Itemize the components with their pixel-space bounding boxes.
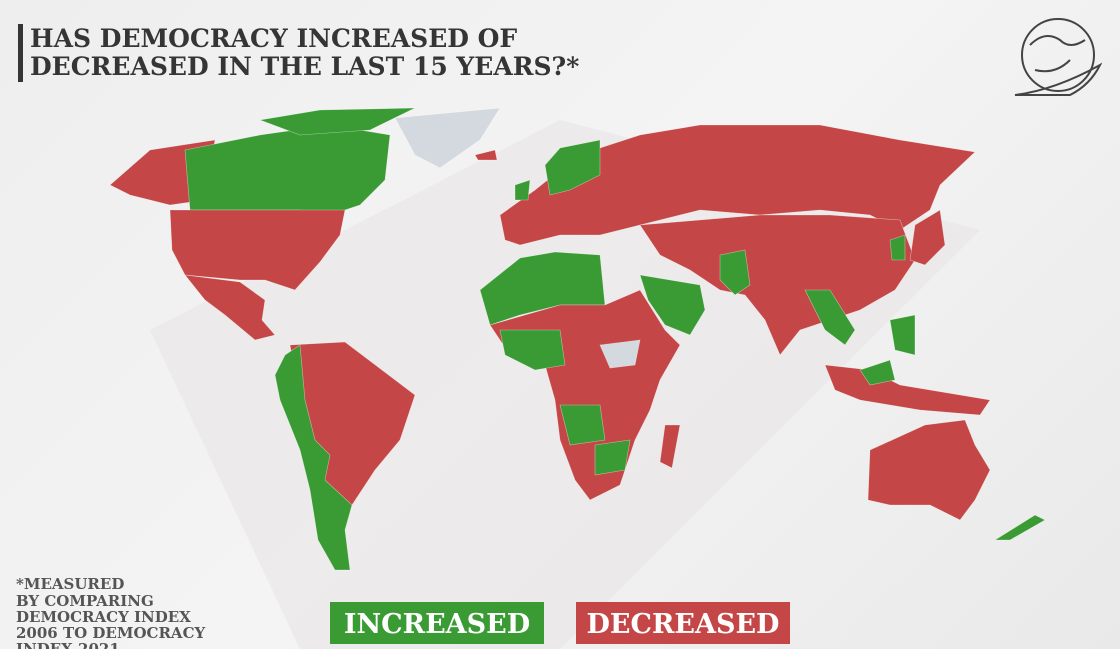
country [993,514,1046,541]
legend-swatch [330,602,544,644]
country [859,359,896,386]
country [184,274,276,341]
country [719,249,751,296]
legend-label: DECREASED [587,609,780,640]
country [559,404,606,446]
title-line: DECREASED IN THE LAST 15 YEARS?* [30,52,579,81]
country [599,339,641,369]
country [639,274,706,336]
logo-globe [1021,18,1095,92]
country [169,209,346,291]
footnote-line: INDEX 2021 [16,640,120,649]
country [639,214,916,356]
footnote-line: 2006 TO DEMOCRACY [16,624,206,642]
title-line: HAS DEMOCRACY INCREASED OF [30,24,517,53]
country [514,179,531,201]
legend: INCREASED DECREASED [330,602,790,644]
country [258,107,416,136]
country [474,149,498,161]
logo [1014,18,1103,96]
country [889,314,916,356]
country [499,329,566,371]
country [824,364,991,416]
footnote-line: BY COMPARING [16,592,154,610]
logo-base [1014,62,1103,96]
legend-label: INCREASED [344,609,530,640]
country [184,124,391,216]
country [544,139,601,196]
country [274,344,353,571]
legend-swatch [576,602,790,644]
logo-lines [1029,35,1086,73]
country [594,439,631,476]
country [659,424,681,469]
countries [109,107,1046,571]
footnote-line: DEMOCRACY INDEX [16,608,191,626]
country [889,234,906,261]
title-bar [18,24,23,82]
country [909,209,946,266]
country [867,419,991,521]
country [804,289,856,346]
country [499,124,976,246]
footnote-line: *MEASURED [16,575,124,593]
country [394,107,501,169]
